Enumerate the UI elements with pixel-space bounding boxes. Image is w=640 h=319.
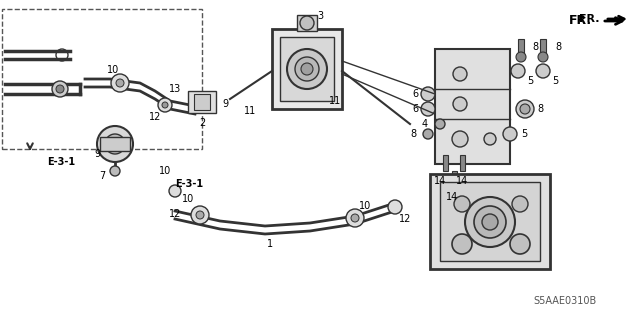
Circle shape xyxy=(453,67,467,81)
Text: 7: 7 xyxy=(99,171,105,181)
Bar xyxy=(188,91,216,113)
Bar xyxy=(443,155,448,171)
FancyArrowPatch shape xyxy=(605,18,622,24)
Circle shape xyxy=(484,133,496,145)
Text: 10: 10 xyxy=(359,201,371,211)
Circle shape xyxy=(512,196,528,212)
Text: 12: 12 xyxy=(149,112,161,122)
Bar xyxy=(194,94,210,110)
Bar xyxy=(430,174,550,269)
Text: 9: 9 xyxy=(222,99,228,109)
Circle shape xyxy=(421,102,435,116)
Bar xyxy=(460,155,465,171)
Circle shape xyxy=(482,214,498,230)
Text: 11: 11 xyxy=(244,106,256,116)
Circle shape xyxy=(295,57,319,81)
Text: 14: 14 xyxy=(446,192,458,202)
Circle shape xyxy=(474,206,506,238)
Text: 8: 8 xyxy=(410,129,416,139)
Circle shape xyxy=(346,209,364,227)
Circle shape xyxy=(516,52,526,62)
Bar xyxy=(540,39,546,57)
Circle shape xyxy=(538,52,548,62)
Text: 10: 10 xyxy=(107,65,119,75)
Text: 10: 10 xyxy=(182,194,194,204)
Text: 4: 4 xyxy=(422,119,428,129)
Text: E-3-1: E-3-1 xyxy=(175,179,203,189)
Text: 10: 10 xyxy=(159,166,171,176)
Circle shape xyxy=(191,206,209,224)
Circle shape xyxy=(536,64,550,78)
Bar xyxy=(297,15,317,31)
Text: 6: 6 xyxy=(412,104,418,114)
Circle shape xyxy=(111,74,129,92)
Circle shape xyxy=(503,127,517,141)
Text: 8: 8 xyxy=(555,42,561,52)
Circle shape xyxy=(110,139,120,149)
Text: 12: 12 xyxy=(169,209,181,219)
Circle shape xyxy=(511,64,525,78)
Text: 8: 8 xyxy=(532,42,538,52)
Circle shape xyxy=(116,79,124,87)
Circle shape xyxy=(453,97,467,111)
Circle shape xyxy=(454,196,470,212)
Circle shape xyxy=(388,200,402,214)
Circle shape xyxy=(510,234,530,254)
Circle shape xyxy=(287,49,327,89)
Circle shape xyxy=(516,100,534,118)
Circle shape xyxy=(158,98,172,112)
Text: FR.: FR. xyxy=(569,14,592,27)
Bar xyxy=(2,9,202,149)
Circle shape xyxy=(452,131,468,147)
Circle shape xyxy=(351,214,359,222)
Bar xyxy=(280,37,334,101)
Circle shape xyxy=(105,134,125,154)
Text: 11: 11 xyxy=(329,96,341,106)
Text: S5AAE0310B: S5AAE0310B xyxy=(533,296,596,306)
Bar xyxy=(452,171,457,187)
Circle shape xyxy=(301,63,313,75)
Circle shape xyxy=(169,185,181,197)
Text: 6: 6 xyxy=(412,89,418,99)
Text: E-3-1: E-3-1 xyxy=(47,157,75,167)
Text: 14: 14 xyxy=(456,176,468,186)
Circle shape xyxy=(162,102,168,108)
Text: 5: 5 xyxy=(552,76,558,86)
Circle shape xyxy=(97,126,133,162)
Text: 8: 8 xyxy=(537,104,543,114)
Circle shape xyxy=(520,104,530,114)
Text: 2: 2 xyxy=(199,118,205,128)
Circle shape xyxy=(465,197,515,247)
Circle shape xyxy=(423,129,433,139)
Circle shape xyxy=(435,119,445,129)
Text: 5: 5 xyxy=(521,129,527,139)
Bar xyxy=(100,137,130,151)
Bar xyxy=(440,182,540,261)
Text: 5: 5 xyxy=(527,76,533,86)
Text: FR.: FR. xyxy=(579,14,600,24)
Bar xyxy=(435,49,510,164)
Circle shape xyxy=(56,85,64,93)
Text: 3: 3 xyxy=(317,11,323,21)
Circle shape xyxy=(52,81,68,97)
Text: 12: 12 xyxy=(399,214,411,224)
Circle shape xyxy=(300,16,314,30)
Circle shape xyxy=(421,87,435,101)
Circle shape xyxy=(196,211,204,219)
Bar xyxy=(518,39,524,57)
Text: 9: 9 xyxy=(94,149,100,159)
Bar xyxy=(272,29,342,109)
Text: 14: 14 xyxy=(434,176,446,186)
Circle shape xyxy=(110,166,120,176)
Text: 13: 13 xyxy=(169,84,181,94)
Circle shape xyxy=(452,234,472,254)
Text: 1: 1 xyxy=(267,239,273,249)
